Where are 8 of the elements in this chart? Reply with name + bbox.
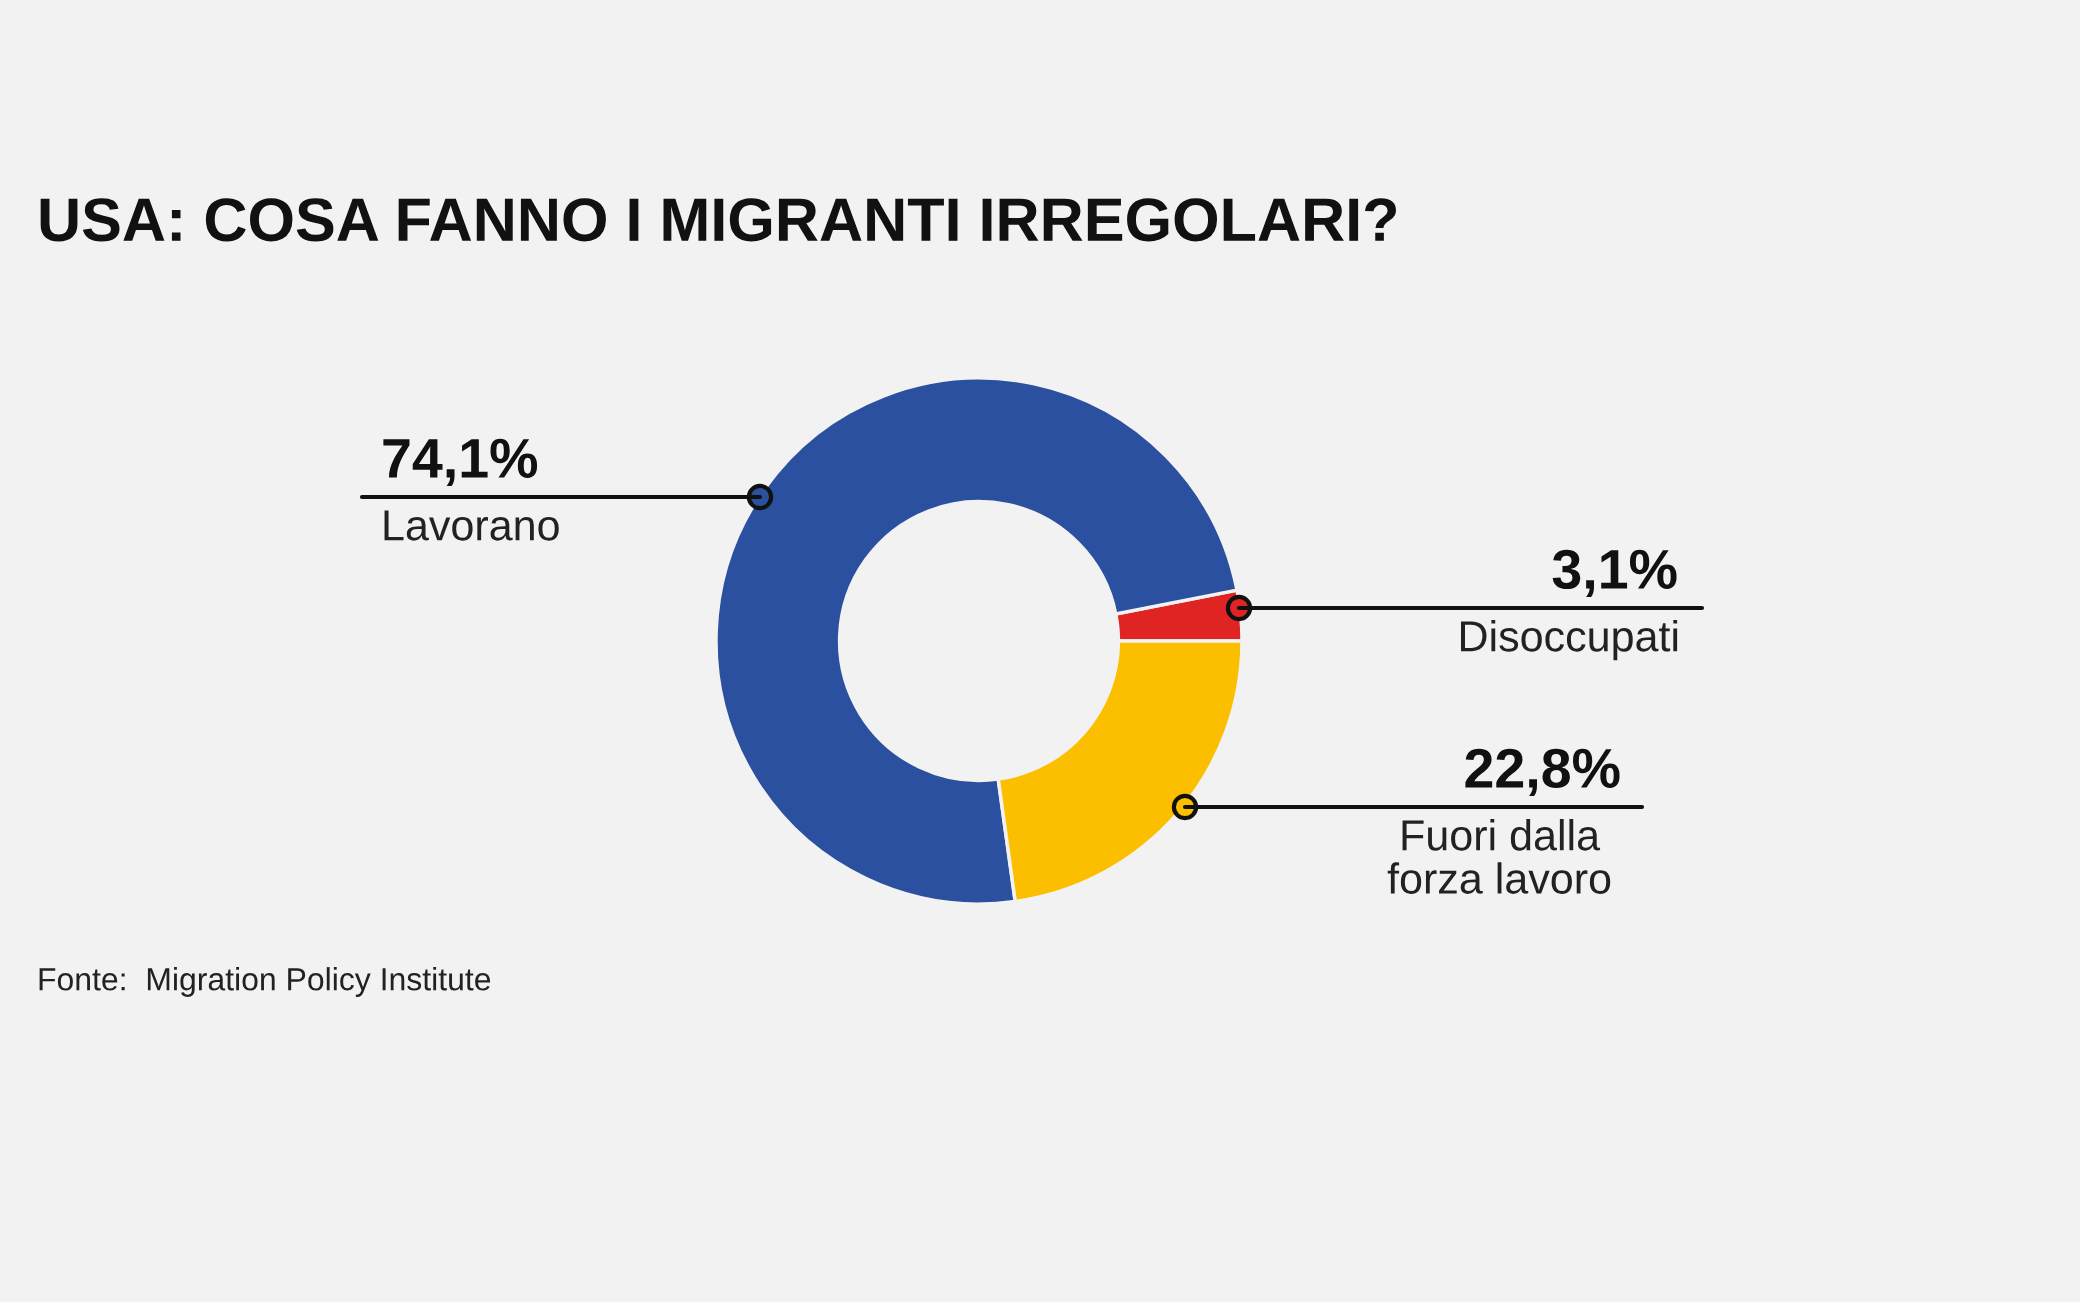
data-label: 74,1%	[383, 438, 538, 487]
slice-label: Lavorano	[384, 510, 559, 541]
slice-label: Disoccupati	[1460, 620, 1678, 661]
data-label: 22,8%	[1465, 748, 1620, 797]
slice-label: Fuori dalla forza lavoro	[1387, 819, 1611, 894]
chart-title: USA: COSA FANNO I MIGRANTI IRREGOLARI?	[40, 198, 1396, 242]
source-note: Fonte: Migration Policy Institute	[39, 967, 491, 997]
data-label: 3,1%	[1552, 549, 1677, 598]
